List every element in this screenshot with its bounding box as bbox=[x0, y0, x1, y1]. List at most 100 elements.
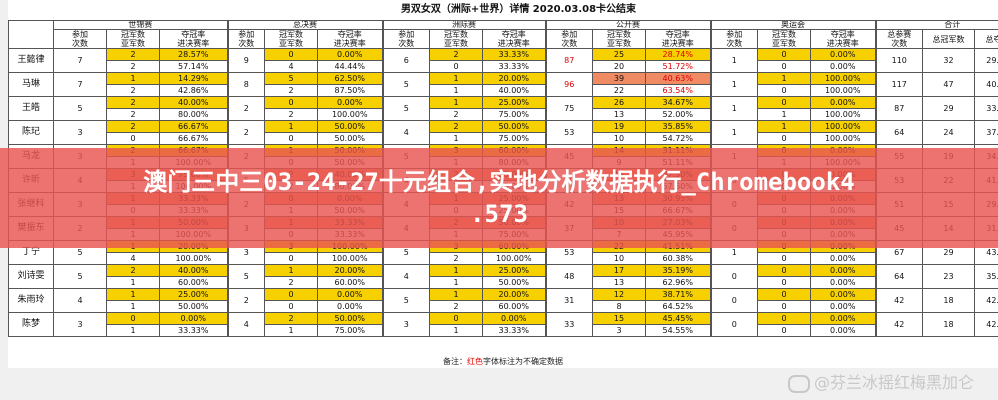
player-name: 陈玘 bbox=[8, 120, 54, 145]
runnerup-count: 4 bbox=[106, 252, 160, 265]
player-row: 1 60.00% 2 60.00% 1 50.00% 13 62.96% 0 0.00% bbox=[9, 276, 998, 289]
total-participations: 42 bbox=[874, 312, 923, 337]
runnerup-count: 0 bbox=[757, 132, 811, 145]
participation-count: 4 bbox=[53, 288, 107, 313]
total-championships: 47 bbox=[922, 72, 975, 97]
total-participations: 42 bbox=[874, 288, 923, 313]
final-rate: 52.00% bbox=[645, 108, 711, 121]
total-championships: 18 bbox=[922, 288, 975, 313]
champion-count: 5 bbox=[264, 72, 318, 85]
win-rate: 25.00% bbox=[159, 288, 228, 301]
participation-count: 5 bbox=[226, 264, 265, 289]
runnerup-count: 0 bbox=[264, 132, 318, 145]
win-rate: 20.00% bbox=[317, 264, 383, 277]
final-rate: 66.67% bbox=[159, 132, 228, 145]
participation-count: 3 bbox=[53, 312, 107, 337]
banner-line-1: 澳门三中三03-24-27十元组合,实地分析数据执行_Chromebook4 bbox=[143, 168, 855, 196]
final-rate: 0.00% bbox=[810, 300, 876, 313]
win-rate: 0.00% bbox=[482, 312, 546, 325]
runnerup-count: 1 bbox=[264, 324, 318, 337]
total-win-rate: 42.86% bbox=[974, 312, 998, 337]
watermark-text: @芬兰冰摇红梅黑加仑 bbox=[813, 373, 974, 392]
champion-count: 1 bbox=[106, 72, 160, 85]
runnerup-count: 0 bbox=[757, 276, 811, 289]
win-rate: 62.50% bbox=[317, 72, 383, 85]
win-rate: 0.00% bbox=[810, 48, 876, 61]
player-name: 王懿律 bbox=[8, 48, 54, 73]
player-row: 1 33.33% 1 75.00% 1 33.33% 3 54.55% 0 0.00% bbox=[9, 324, 998, 337]
sub-header-champ: 冠军数 亚军数 bbox=[592, 29, 646, 49]
total-championships: 23 bbox=[922, 264, 975, 289]
champion-count: 0 bbox=[264, 96, 318, 109]
runnerup-count: 0 bbox=[757, 300, 811, 313]
final-rate: 40.00% bbox=[482, 84, 546, 97]
participation-count: 5 bbox=[53, 96, 107, 121]
champion-count: 1 bbox=[429, 288, 483, 301]
champion-count: 2 bbox=[106, 264, 160, 277]
participation-count: 8 bbox=[226, 72, 265, 97]
runnerup-count: 2 bbox=[106, 84, 160, 97]
champion-count: 1 bbox=[757, 72, 811, 85]
runnerup-count: 0 bbox=[757, 252, 811, 265]
champion-count: 2 bbox=[106, 48, 160, 61]
runnerup-count: 2 bbox=[429, 252, 483, 265]
runnerup-count: 2 bbox=[106, 108, 160, 121]
champion-count: 0 bbox=[757, 264, 811, 277]
champion-count: 2 bbox=[429, 120, 483, 133]
player-row: 刘诗雯 5 2 40.00% 5 1 20.00% 4 1 25.00% 48 17 35.19% 0 0 0… bbox=[8, 264, 998, 289]
stats-table: 男双女双（洲际+世界）详情 2020.03.08卡公结束 世锦赛 总决赛 洲际赛 公开赛… bbox=[8, 0, 998, 337]
sub-header-cnt: 参加 次数 bbox=[226, 29, 265, 49]
runnerup-count: 13 bbox=[592, 108, 646, 121]
participation-count: 33 bbox=[544, 312, 593, 337]
champion-count: 1 bbox=[429, 72, 483, 85]
final-rate: 60.00% bbox=[159, 276, 228, 289]
runnerup-count: 10 bbox=[592, 252, 646, 265]
total-participations: 110 bbox=[874, 48, 923, 73]
champion-count: 1 bbox=[429, 264, 483, 277]
final-rate: 100.00% bbox=[810, 108, 876, 121]
participation-count: 1 bbox=[709, 72, 758, 97]
participation-count: 7 bbox=[53, 72, 107, 97]
win-rate: 100.00% bbox=[810, 72, 876, 85]
sub-header-rate: 夺冠率 进决赛率 bbox=[810, 29, 876, 49]
runnerup-count: 2 bbox=[106, 60, 160, 73]
player-row: 1 50.00% 0 0.00% 2 60.00% 8 64.52% 0 0.00% bbox=[9, 300, 998, 313]
champion-count: 15 bbox=[592, 312, 646, 325]
final-rate: 60.38% bbox=[645, 252, 711, 265]
sub-header-total_champ: 总冠军数 bbox=[922, 29, 975, 49]
player-name: 朱雨玲 bbox=[8, 288, 54, 313]
group-header: 总决赛 bbox=[226, 20, 383, 30]
player-row: 王皓 5 2 40.00% 2 0 0.00% 5 1 25.00% 75 26 34.67% 1 0 0.0… bbox=[8, 96, 998, 121]
win-rate: 40.63% bbox=[645, 72, 711, 85]
champion-count: 0 bbox=[264, 288, 318, 301]
total-championships: 24 bbox=[922, 120, 975, 145]
runnerup-count: 10 bbox=[592, 132, 646, 145]
participation-count: 96 bbox=[544, 72, 593, 97]
runnerup-count: 3 bbox=[592, 324, 646, 337]
final-rate: 100.00% bbox=[159, 252, 228, 265]
runnerup-count: 20 bbox=[592, 60, 646, 73]
total-championships: 29 bbox=[922, 96, 975, 121]
sub-header-total_rate: 总夺冠率 bbox=[974, 29, 998, 49]
win-rate: 0.00% bbox=[810, 96, 876, 109]
group-header: 洲际赛 bbox=[381, 20, 546, 30]
participation-count: 2 bbox=[226, 120, 265, 145]
win-rate: 20.00% bbox=[482, 288, 546, 301]
player-row: 王懿律 7 2 28.57% 9 0 0.00% 6 2 33.33% 87 25 28.74% 1 0 0.… bbox=[8, 48, 998, 73]
total-win-rate: 40.17% bbox=[974, 72, 998, 97]
participation-count: 2 bbox=[226, 288, 265, 313]
runnerup-count: 0 bbox=[106, 132, 160, 145]
runnerup-count: 0 bbox=[264, 300, 318, 313]
runnerup-count: 1 bbox=[429, 324, 483, 337]
sub-header-rate: 夺冠率 进决赛率 bbox=[482, 29, 546, 49]
runnerup-count: 1 bbox=[106, 276, 160, 289]
champion-count: 1 bbox=[757, 120, 811, 133]
participation-count: 6 bbox=[381, 48, 430, 73]
runnerup-count: 1 bbox=[757, 108, 811, 121]
champion-count: 12 bbox=[592, 288, 646, 301]
final-rate: 0.00% bbox=[317, 300, 383, 313]
participation-count: 31 bbox=[544, 288, 593, 313]
champion-count: 1 bbox=[264, 264, 318, 277]
overlay-banner[interactable]: 澳门三中三03-24-27十元组合,实地分析数据执行_Chromebook4 .… bbox=[0, 148, 998, 248]
total-win-rate: 33.33% bbox=[974, 96, 998, 121]
